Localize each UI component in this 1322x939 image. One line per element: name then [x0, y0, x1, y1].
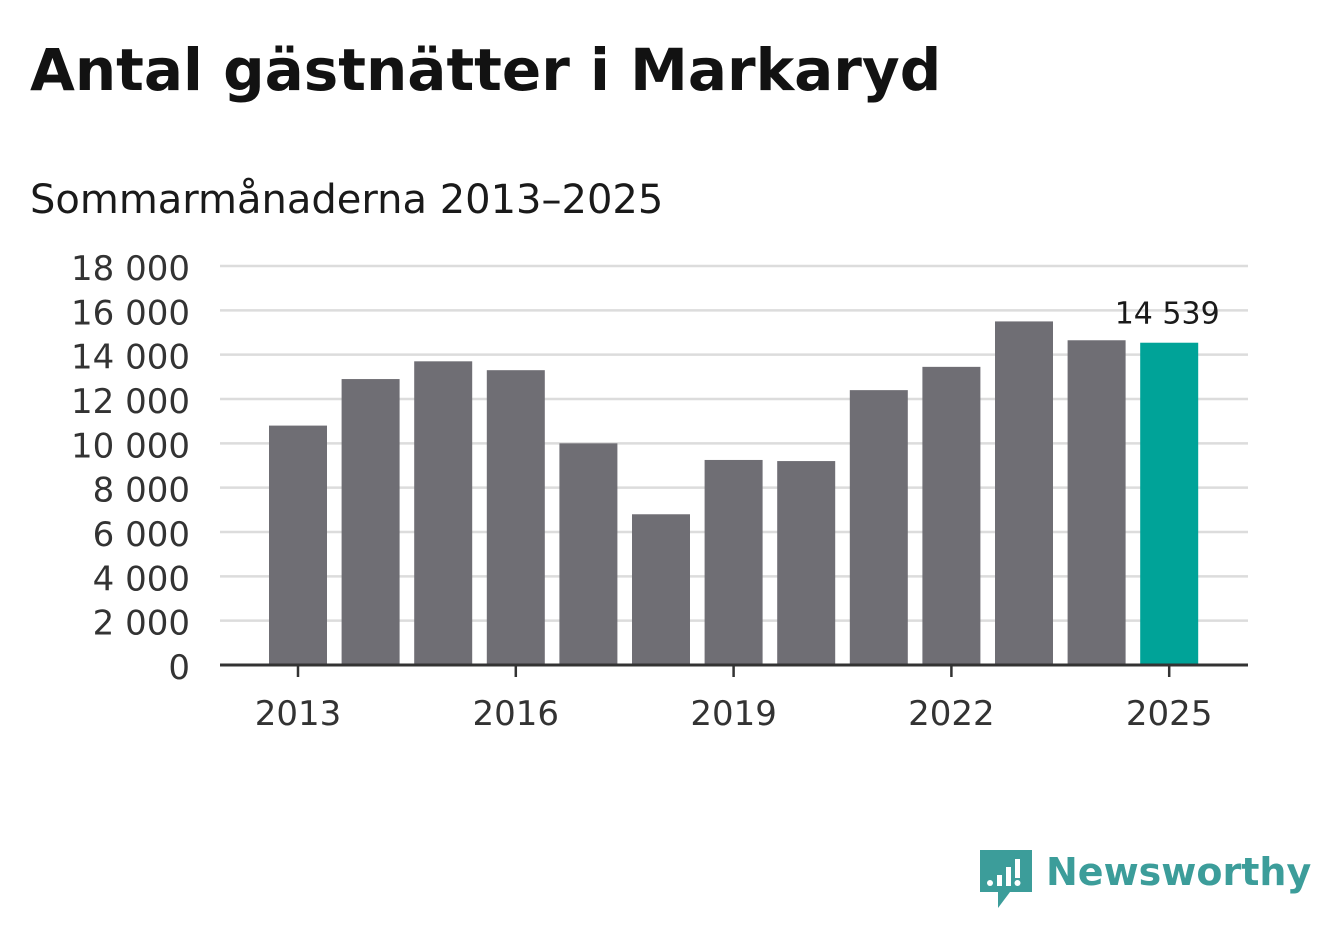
y-tick-label: 14 000 — [71, 338, 190, 378]
bar — [704, 459, 763, 665]
bar — [1067, 340, 1126, 665]
bar-highlight — [1140, 342, 1199, 665]
chart-subtitle: Sommarmånaderna 2013–2025 — [30, 177, 664, 223]
bar-value-label: 14 539 — [1115, 297, 1220, 332]
y-tick-label: 4 000 — [93, 559, 190, 599]
newsworthy-logo-icon — [980, 850, 1032, 908]
y-tick-label: 16 000 — [71, 293, 190, 333]
chart-title: Antal gästnätter i Markaryd — [30, 36, 942, 104]
bar — [632, 514, 690, 665]
bar — [269, 425, 327, 665]
x-tick-label: 2013 — [255, 694, 342, 734]
x-tick-label: 2019 — [690, 694, 777, 734]
bar — [486, 370, 545, 665]
x-tick-label: 2016 — [473, 694, 560, 734]
bar — [995, 321, 1053, 665]
bars — [269, 321, 1199, 665]
y-tick-label: 12 000 — [71, 382, 190, 422]
x-axis — [220, 663, 1248, 677]
x-tick-label: 2025 — [1126, 694, 1213, 734]
y-tick-label: 6 000 — [93, 515, 190, 555]
bar — [341, 379, 400, 665]
bar — [849, 390, 908, 665]
x-tick-label: 2022 — [908, 694, 995, 734]
bar — [777, 461, 836, 665]
bar — [922, 366, 981, 665]
brand-name: Newsworthy — [1046, 850, 1312, 894]
y-tick-label: 2 000 — [93, 604, 190, 644]
y-tick-label: 8 000 — [93, 471, 190, 511]
bar — [414, 361, 473, 665]
y-tick-label: 0 — [168, 648, 190, 688]
y-tick-label: 10 000 — [71, 426, 190, 466]
y-tick-label: 18 000 — [71, 249, 190, 289]
bar — [559, 443, 618, 665]
newsworthy-logo: Newsworthy — [980, 850, 1311, 910]
